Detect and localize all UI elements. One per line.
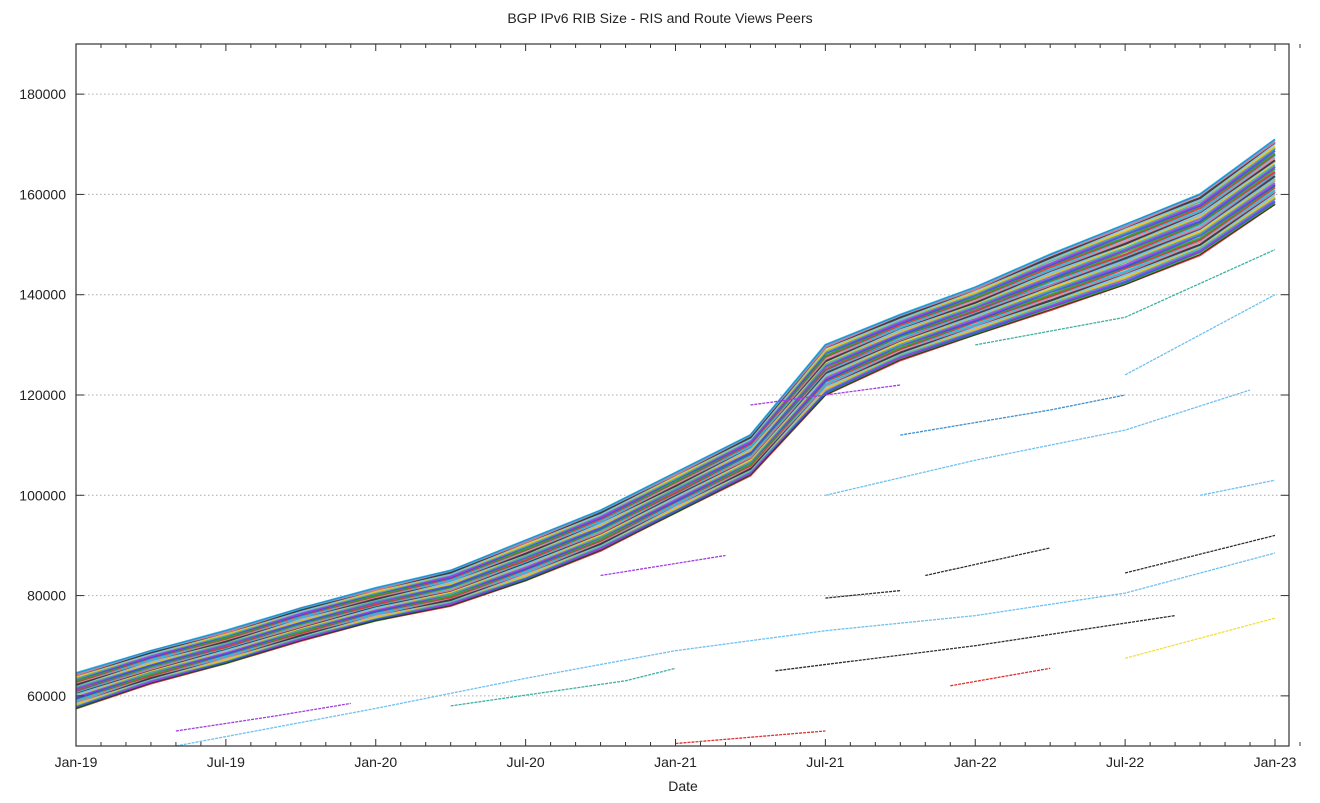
band-series-line <box>75 141 1276 677</box>
x-tick-label: Jul-19 <box>207 754 245 770</box>
y-tick-label: 140000 <box>19 287 66 303</box>
outlier-series-line <box>1124 617 1276 659</box>
x-tick-label: Jan-21 <box>654 754 697 770</box>
band-series-line <box>75 147 1276 680</box>
band-lower-line <box>75 204 1276 709</box>
x-axis-label: Date <box>668 778 698 794</box>
band-series-line <box>75 154 1276 683</box>
outlier-series-line <box>450 667 676 707</box>
band-series-line <box>75 145 1276 679</box>
band-series-line <box>75 152 1276 683</box>
outlier-series-line <box>925 547 1051 577</box>
band-series-line <box>75 153 1276 683</box>
band-upper-line <box>75 138 1276 674</box>
x-tick-label: Jan-23 <box>1254 754 1297 770</box>
band-series-line <box>75 142 1276 677</box>
outlier-series-line <box>175 702 351 732</box>
outlier-series-line <box>775 614 1176 672</box>
outlier-series-line <box>825 589 901 599</box>
y-tick-label: 80000 <box>27 588 66 604</box>
x-tick-label: Jan-22 <box>954 754 997 770</box>
y-tick-label: 60000 <box>27 688 66 704</box>
x-tick-label: Jan-20 <box>354 754 397 770</box>
outlier-series-line <box>975 249 1276 346</box>
outlier-series-line <box>950 667 1051 687</box>
y-tick-label: 180000 <box>19 86 66 102</box>
band-median-line <box>75 173 1276 692</box>
outlier-series-line <box>600 554 726 577</box>
y-tick-label: 100000 <box>19 487 66 503</box>
band-series-line <box>75 138 1276 675</box>
band-series-line <box>75 149 1276 680</box>
chart-title: BGP IPv6 RIB Size - RIS and Route Views … <box>507 10 812 26</box>
outlier-series-line <box>1199 479 1276 496</box>
plot-area <box>75 138 1276 747</box>
grid <box>76 93 1289 697</box>
outlier-series-line <box>900 394 1126 436</box>
axes: 60000 80000 100000 120000 140000 160000 180000… <box>19 44 1301 770</box>
outlier-series-line <box>1124 534 1276 574</box>
x-tick-label: Jul-20 <box>507 754 545 770</box>
outlier-series-line <box>750 384 901 406</box>
outlier-series-line <box>175 552 1276 747</box>
band-series-line <box>75 147 1276 680</box>
outlier-series-line <box>675 730 826 745</box>
x-tick-label: Jul-21 <box>806 754 844 770</box>
band-series-line <box>75 140 1276 677</box>
outlier-series-line <box>825 389 1251 496</box>
x-tick-label: Jan-19 <box>55 754 98 770</box>
y-tick-label: 120000 <box>19 387 66 403</box>
outlier-series-line <box>1124 294 1276 376</box>
y-tick-label: 160000 <box>19 186 66 202</box>
x-tick-label: Jul-22 <box>1106 754 1144 770</box>
